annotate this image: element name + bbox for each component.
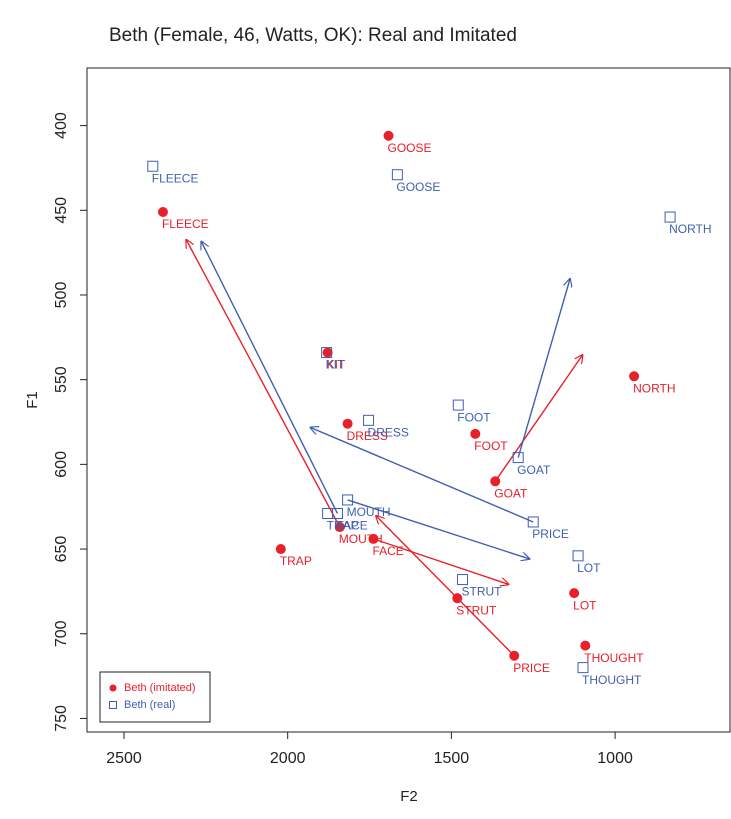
- x-tick-label: 1500: [434, 750, 470, 767]
- point-label: FACE: [336, 519, 367, 533]
- y-tick-label: 650: [53, 536, 70, 563]
- point: [391, 169, 403, 181]
- legend-marker: [109, 684, 117, 692]
- point: [368, 533, 379, 544]
- point-label: THOUGHT: [582, 673, 642, 687]
- point-label: FLEECE: [152, 171, 199, 185]
- y-axis-label: F1: [24, 391, 41, 409]
- point-label: KIT: [326, 358, 345, 372]
- point-label: PRICE: [513, 661, 550, 675]
- point: [321, 347, 333, 359]
- point-label: TRAP: [280, 554, 312, 568]
- point: [452, 399, 464, 411]
- glide-arrow: [375, 515, 515, 657]
- point: [577, 662, 589, 674]
- point: [572, 550, 584, 562]
- glide-arrow: [185, 239, 341, 528]
- point-label: GOOSE: [396, 180, 440, 194]
- chart-title: Beth (Female, 46, Watts, OK): Real and I…: [109, 25, 517, 46]
- point-label: LOT: [577, 561, 601, 575]
- point: [490, 476, 501, 487]
- point-label: GOAT: [494, 486, 528, 500]
- glide-arrow: [494, 354, 583, 482]
- point-label: FLEECE: [162, 217, 209, 231]
- point: [509, 650, 520, 661]
- point-label: MOUTH: [347, 505, 391, 519]
- y-tick-label: 750: [53, 705, 70, 732]
- point-label: FOOT: [457, 410, 491, 424]
- point: [157, 206, 168, 217]
- glide-arrow: [373, 538, 509, 585]
- point: [512, 452, 524, 464]
- y-tick-label: 600: [53, 451, 70, 478]
- point-label: GOOSE: [388, 141, 432, 155]
- y-tick-label: 700: [53, 620, 70, 647]
- x-axis-label: F2: [400, 788, 418, 805]
- point: [342, 418, 353, 429]
- point: [331, 507, 343, 519]
- point-label: NORTH: [633, 381, 675, 395]
- legend-box: [99, 671, 211, 723]
- point: [334, 522, 345, 533]
- legend-marker: [109, 701, 117, 709]
- y-tick-label: 450: [53, 197, 70, 224]
- point-label: TRAP: [327, 519, 359, 533]
- y-tick-label: 400: [53, 112, 70, 139]
- point: [457, 574, 469, 586]
- y-tick-label: 500: [53, 282, 70, 309]
- legend-label: Beth (real): [124, 699, 175, 711]
- point-label: STRUT: [456, 603, 497, 617]
- point-label: NORTH: [669, 222, 711, 236]
- x-tick-label: 1000: [597, 750, 633, 767]
- glide-arrow: [347, 499, 531, 559]
- point-label: LOT: [573, 598, 597, 612]
- glide-arrow: [200, 241, 339, 514]
- glide-arrow: [310, 427, 534, 523]
- x-tick-label: 2000: [270, 750, 306, 767]
- point: [527, 516, 539, 528]
- point: [629, 371, 640, 382]
- point: [580, 640, 591, 651]
- point: [664, 211, 676, 223]
- point-label: THOUGHT: [584, 651, 644, 665]
- point: [363, 414, 375, 426]
- point-label: FOOT: [474, 439, 508, 453]
- point: [470, 428, 481, 439]
- point-label: DRESS: [347, 429, 388, 443]
- plot-frame: [86, 67, 731, 733]
- point-label: KIT: [327, 358, 346, 372]
- y-tick-label: 550: [53, 366, 70, 393]
- point: [342, 494, 354, 506]
- legend-label: Beth (imitated): [124, 682, 196, 694]
- point: [322, 347, 333, 358]
- x-tick-label: 2500: [106, 750, 142, 767]
- point-label: FACE: [372, 544, 403, 558]
- point: [275, 544, 286, 555]
- point-label: STRUT: [462, 585, 503, 599]
- point: [569, 588, 580, 599]
- point: [452, 593, 463, 604]
- glide-arrow: [517, 278, 570, 458]
- point-label: PRICE: [532, 527, 569, 541]
- point-label: DRESS: [368, 425, 409, 439]
- point: [383, 130, 394, 141]
- point: [147, 160, 159, 172]
- point-label: GOAT: [517, 463, 551, 477]
